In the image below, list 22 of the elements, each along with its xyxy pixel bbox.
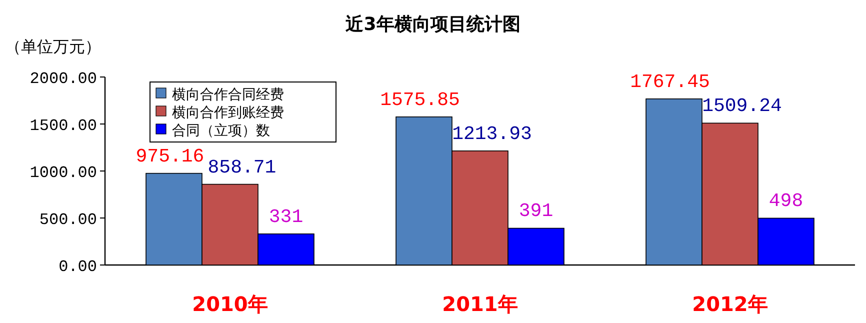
data-label: 391 — [518, 200, 554, 222]
y-axis-title: （单位万元） — [5, 37, 101, 56]
data-label: 331 — [268, 206, 304, 228]
legend-label: 横向合作合同经费 — [172, 87, 284, 103]
data-label: 498 — [768, 190, 804, 212]
y-tick-label: 1000.00 — [30, 164, 97, 182]
data-label: 1575.85 — [380, 88, 460, 111]
x-tick-label: 2010年 — [192, 292, 268, 316]
legend-label: 横向合作到账经费 — [172, 105, 284, 121]
x-tick-label: 2011年 — [442, 292, 518, 316]
data-label: 1509.24 — [702, 95, 782, 118]
data-label: 975.16 — [136, 145, 204, 168]
y-tick-label: 0.00 — [58, 258, 97, 276]
y-tick-label: 1500.00 — [30, 117, 97, 135]
data-label: 1213.93 — [452, 122, 532, 145]
legend-label: 合同（立项）数 — [172, 123, 270, 139]
chart-title: 近3年横向项目统计图 — [344, 14, 520, 35]
data-label: 858.71 — [208, 156, 276, 178]
y-tick-label: 2000.00 — [30, 70, 97, 88]
x-tick-label: 2012年 — [692, 292, 768, 316]
y-tick-label: 500.00 — [39, 211, 97, 229]
data-label: 1767.45 — [630, 70, 710, 93]
